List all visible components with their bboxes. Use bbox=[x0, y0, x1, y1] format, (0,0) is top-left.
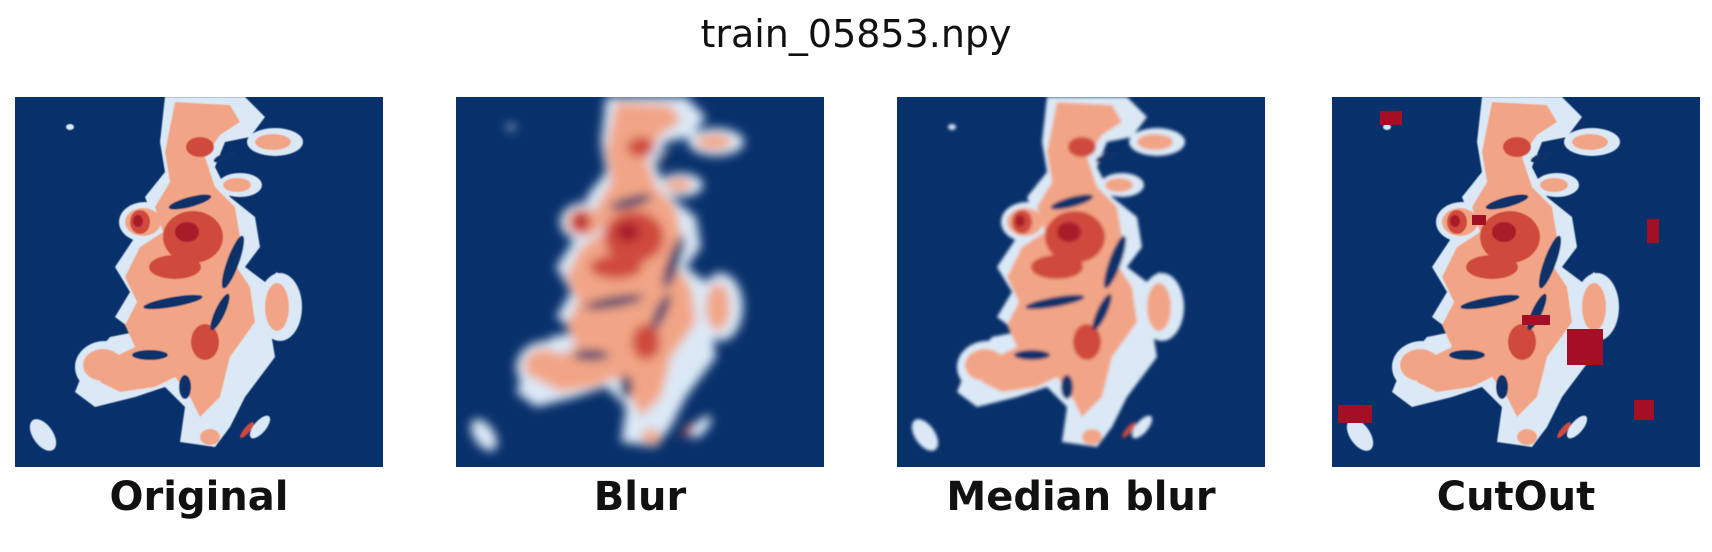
median-blur-caption: Median blur bbox=[946, 474, 1216, 520]
original-image-panel bbox=[15, 97, 383, 467]
cutout-image-panel bbox=[1332, 97, 1700, 467]
radar-field-image bbox=[897, 97, 1265, 467]
figure-title: train_05853.npy bbox=[700, 12, 1012, 56]
cutout-masks bbox=[1338, 111, 1659, 423]
median-blur-image-panel bbox=[897, 97, 1265, 467]
radar-field-image bbox=[456, 97, 824, 467]
cutout-caption: CutOut bbox=[1436, 474, 1596, 520]
blur-image-panel bbox=[456, 97, 824, 467]
radar-field-image bbox=[15, 97, 383, 467]
original-caption: Original bbox=[109, 474, 289, 520]
blur-caption: Blur bbox=[593, 474, 687, 520]
radar-field-image bbox=[1332, 97, 1700, 467]
